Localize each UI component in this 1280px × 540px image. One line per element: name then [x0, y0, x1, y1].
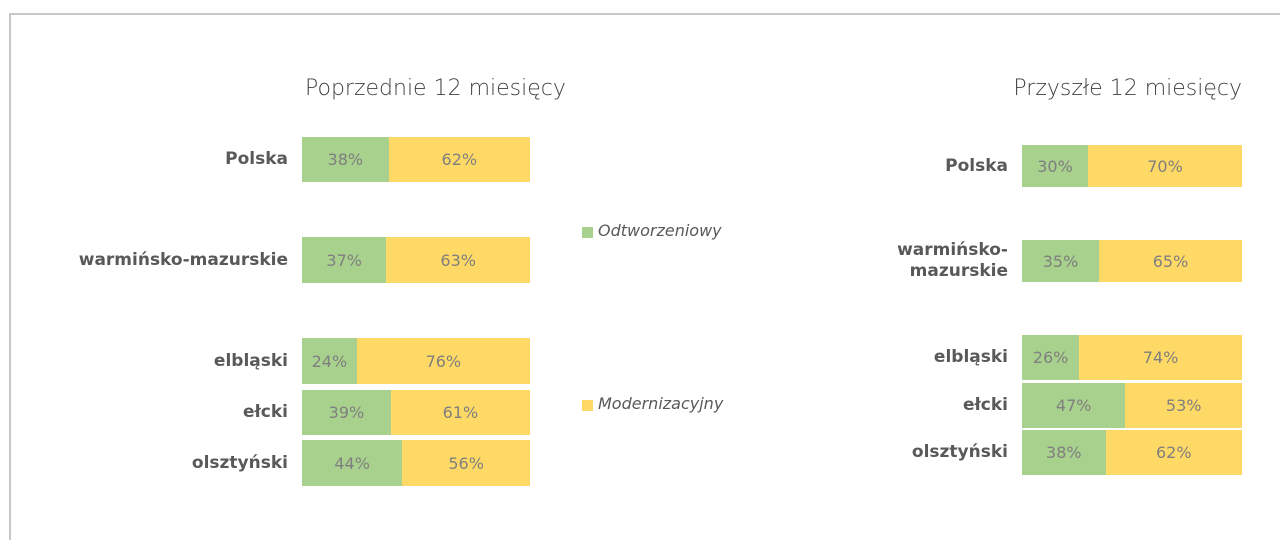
- data-label: 37%: [326, 250, 362, 270]
- category-label: warmińsko-mazurskie: [858, 240, 1008, 282]
- data-label: 61%: [442, 403, 479, 422]
- data-label: 39%: [328, 403, 365, 422]
- category-label: ełcki: [858, 383, 1008, 428]
- data-label: 47%: [1055, 396, 1092, 415]
- category-label: elbląski: [858, 335, 1008, 380]
- legend-swatch: [582, 400, 593, 411]
- data-label: 74%: [1142, 348, 1179, 367]
- data-label: 26%: [1032, 348, 1069, 367]
- bar-segment: 56%: [402, 440, 530, 486]
- data-label: 53%: [1165, 396, 1202, 415]
- bar-segment: 47%: [1022, 383, 1126, 428]
- bar-segment: 62%: [388, 137, 530, 182]
- data-label: 63%: [440, 250, 476, 270]
- category-label: elbląski: [28, 338, 288, 384]
- bar-segment: 61%: [390, 390, 530, 435]
- bar-segment: 63%: [386, 237, 530, 283]
- data-label: 38%: [327, 150, 364, 169]
- data-label: 62%: [441, 150, 478, 169]
- data-label: 56%: [448, 453, 484, 473]
- category-text: ełcki: [962, 395, 1008, 415]
- bar-segment: 53%: [1125, 383, 1242, 428]
- frame-top: [10, 13, 1280, 15]
- data-label: 35%: [1042, 251, 1079, 271]
- frame-left: [9, 13, 11, 540]
- bar-segment: 26%: [1022, 335, 1080, 380]
- legend-label: Modernizacyjny: [598, 394, 724, 413]
- data-label: 30%: [1037, 156, 1073, 176]
- data-label: 70%: [1147, 156, 1183, 176]
- data-label: 24%: [311, 351, 348, 371]
- legend-swatch: [582, 227, 593, 238]
- category-label: Polska: [28, 137, 288, 182]
- category-text: elbląski: [213, 350, 288, 371]
- category-label: olsztyński: [28, 440, 288, 486]
- category-text: elbląski: [933, 347, 1008, 367]
- bar-segment: 74%: [1079, 335, 1242, 380]
- bar-segment: 24%: [302, 338, 357, 384]
- chart-title: Poprzednie 12 miesięcy: [305, 76, 566, 101]
- category-text: ełcki: [242, 402, 288, 422]
- bar-segment: 35%: [1022, 240, 1099, 282]
- bar-segment: 76%: [356, 338, 530, 384]
- category-label: olsztyński: [858, 430, 1008, 475]
- category-label: ełcki: [28, 390, 288, 435]
- data-label: 44%: [334, 453, 370, 473]
- category-text: olsztyński: [911, 442, 1008, 462]
- category-text: warmińsko-mazurskie: [897, 240, 1008, 281]
- bar-segment: 62%: [1105, 430, 1242, 475]
- data-label: 38%: [1046, 443, 1082, 462]
- data-label: 76%: [425, 351, 462, 371]
- bar-segment: 44%: [302, 440, 403, 486]
- data-label: 65%: [1152, 251, 1189, 271]
- bar-segment: 37%: [302, 237, 387, 283]
- data-label: 62%: [1156, 443, 1192, 462]
- bar-segment: 38%: [1022, 430, 1106, 475]
- legend-label: Odtworzeniowy: [598, 221, 722, 240]
- bar-segment: 38%: [302, 137, 389, 182]
- category-text: olsztyński: [191, 452, 288, 473]
- bar-segment: 65%: [1099, 240, 1242, 282]
- category-text: Polska: [225, 149, 288, 169]
- category-text: warmińsko-mazurskie: [78, 249, 288, 270]
- bar-segment: 39%: [302, 390, 391, 435]
- category-label: warmińsko-mazurskie: [28, 237, 288, 283]
- category-label: Polska: [858, 145, 1008, 187]
- bar-segment: 70%: [1088, 145, 1242, 187]
- category-text: Polska: [945, 155, 1008, 176]
- bar-segment: 30%: [1022, 145, 1088, 187]
- chart-title: Przyszłe 12 miesięcy: [1013, 76, 1242, 101]
